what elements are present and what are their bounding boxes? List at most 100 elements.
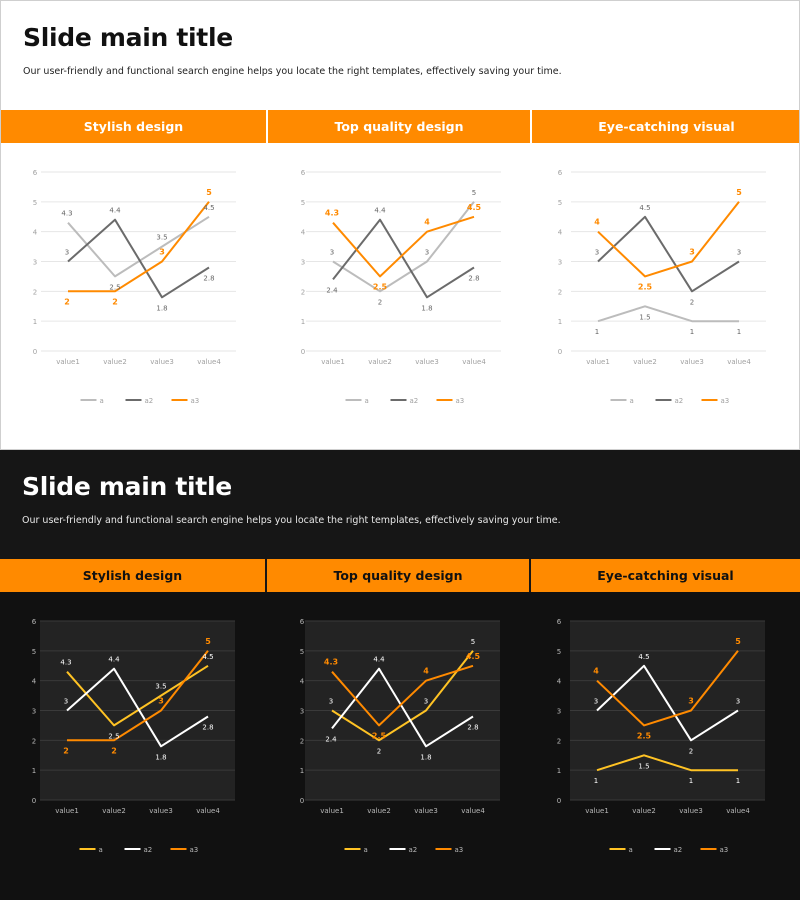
data-label-a: 5 — [472, 189, 476, 197]
y-tick-label: 6 — [33, 169, 38, 177]
data-label-a3: 4 — [424, 218, 430, 227]
legend-label-a2: a2 — [674, 846, 683, 854]
y-tick-label: 2 — [558, 288, 562, 296]
series-line-a — [67, 215, 210, 278]
y-tick-label: 5 — [301, 199, 305, 207]
data-label-a2: 1.8 — [155, 753, 166, 761]
data-label-a3: 5 — [736, 188, 742, 197]
y-tick-label: 4 — [558, 229, 563, 237]
data-label-a: 2 — [378, 298, 382, 306]
x-tick-label: value2 — [103, 358, 127, 366]
x-tick-label: value4 — [462, 358, 486, 366]
data-label-a2: 4.5 — [638, 653, 649, 661]
legend-label-a2: a2 — [675, 397, 684, 405]
y-tick-label: 3 — [558, 259, 562, 267]
panel-header-stylish-design: Stylish design — [0, 559, 265, 592]
slide-subtitle: Our user-friendly and functional search … — [23, 66, 562, 77]
data-label-a3: 3 — [158, 697, 164, 706]
data-label-a3: 4 — [423, 667, 429, 676]
y-tick-label: 0 — [558, 348, 562, 356]
y-tick-label: 3 — [32, 708, 36, 716]
data-label-a2: 2.4 — [325, 735, 337, 743]
y-tick-label: 6 — [558, 169, 563, 177]
series-line-a3 — [68, 201, 210, 293]
data-label-a3: 4 — [593, 667, 599, 676]
slide-subtitle: Our user-friendly and functional search … — [22, 515, 561, 526]
slide-title: Slide main title — [23, 23, 233, 52]
charts-light: 0 1 2 3 4 5 6 value1 value2 value3 value4 4.3 2.5 3.5… — [33, 169, 766, 405]
series-line-a2 — [597, 215, 740, 293]
series-line-a — [331, 650, 474, 742]
series-line-a3 — [596, 650, 739, 727]
series-line-a3 — [597, 201, 740, 278]
y-tick-label: 0 — [32, 797, 36, 805]
data-label-a2: 2.4 — [326, 286, 338, 294]
data-label-a: 2 — [377, 747, 381, 755]
series-line-a — [597, 305, 739, 323]
data-label-a2: 4.4 — [373, 656, 385, 664]
x-tick-label: value2 — [102, 807, 126, 815]
slide-title: Slide main title — [22, 472, 232, 501]
legend-label-a3: a3 — [720, 846, 729, 854]
x-tick-label: value1 — [320, 807, 344, 815]
data-label-a3: 2 — [63, 746, 69, 755]
x-tick-label: value3 — [679, 807, 703, 815]
legend-label-a: a — [629, 846, 633, 854]
y-tick-label: 4 — [301, 229, 306, 237]
data-label-a3: 4.5 — [466, 652, 481, 661]
data-label-a: 3.5 — [155, 683, 166, 691]
data-label-a3: 3 — [688, 697, 694, 706]
data-label-a3: 5 — [205, 637, 211, 646]
series-line-a2 — [66, 667, 209, 748]
y-tick-label: 5 — [558, 199, 562, 207]
y-tick-label: 6 — [32, 618, 37, 626]
y-tick-label: 2 — [32, 737, 36, 745]
data-label-a3: 4.3 — [325, 209, 339, 218]
data-label-a3: 5 — [206, 188, 212, 197]
series-line-a2 — [596, 664, 739, 742]
series-line-a3 — [331, 664, 474, 727]
data-label-a: 4.3 — [60, 659, 71, 667]
data-label-a2: 4.4 — [108, 656, 120, 664]
data-label-a: 4.5 — [203, 204, 214, 212]
data-label-a3: 4.3 — [324, 658, 338, 667]
y-tick-label: 3 — [557, 708, 561, 716]
data-label-a2: 2.8 — [467, 723, 478, 731]
data-label-a2: 2 — [690, 298, 694, 306]
data-label-a2: 2.8 — [203, 274, 214, 282]
legend-label-a: a — [100, 397, 104, 405]
data-label-a2: 3 — [64, 698, 68, 706]
legend-label-a3: a3 — [455, 846, 464, 854]
data-label-a: 1 — [736, 777, 740, 785]
data-label-a2: 3 — [594, 698, 598, 706]
legend-label-a: a — [630, 397, 634, 405]
panel-header-stylish-design: Stylish design — [1, 110, 266, 143]
y-tick-label: 3 — [300, 708, 304, 716]
y-tick-label: 0 — [300, 797, 304, 805]
y-tick-label: 5 — [33, 199, 37, 207]
data-label-a: 1 — [595, 328, 599, 336]
x-tick-label: value1 — [55, 807, 79, 815]
data-label-a2: 3 — [736, 698, 740, 706]
y-tick-label: 2 — [301, 288, 305, 296]
data-label-a: 1 — [737, 328, 741, 336]
y-tick-label: 1 — [32, 767, 36, 775]
series-line-a3 — [67, 650, 209, 742]
x-tick-label: value4 — [197, 358, 221, 366]
y-tick-label: 6 — [301, 169, 306, 177]
legend-label-a2: a2 — [410, 397, 419, 405]
y-tick-label: 4 — [33, 229, 38, 237]
legend-label-a: a — [364, 846, 368, 854]
data-label-a: 1.5 — [638, 762, 649, 770]
data-label-a2: 1.8 — [156, 304, 167, 312]
y-tick-label: 6 — [557, 618, 562, 626]
data-label-a3: 5 — [735, 637, 741, 646]
data-label-a2: 3 — [65, 249, 69, 257]
data-label-a: 4.5 — [202, 653, 213, 661]
y-tick-label: 3 — [33, 259, 37, 267]
data-label-a3: 2.5 — [637, 731, 652, 740]
series-line-a — [332, 201, 475, 293]
data-label-a: 3 — [424, 698, 428, 706]
x-tick-label: value4 — [727, 358, 751, 366]
data-label-a: 1 — [594, 777, 598, 785]
